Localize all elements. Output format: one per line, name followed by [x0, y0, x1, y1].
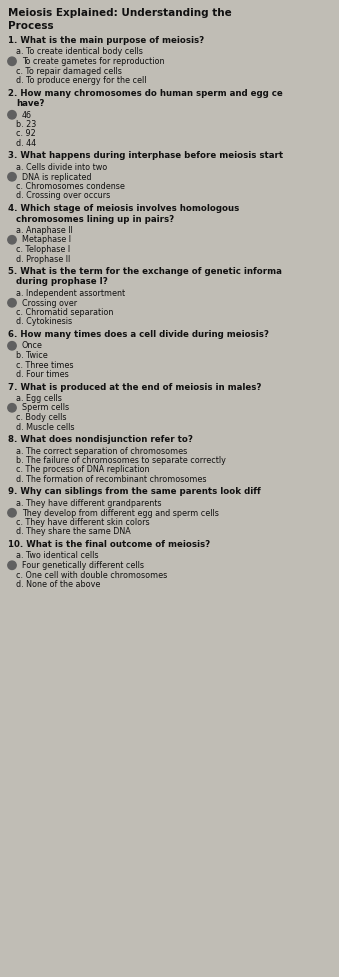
Text: a. Anaphase II: a. Anaphase II: [16, 226, 73, 235]
Text: 4. Which stage of meiosis involves homologous: 4. Which stage of meiosis involves homol…: [8, 204, 239, 213]
Circle shape: [8, 110, 16, 119]
Text: 3. What happens during interphase before meiosis start: 3. What happens during interphase before…: [8, 151, 283, 160]
Circle shape: [8, 404, 16, 412]
Text: d. Prophase II: d. Prophase II: [16, 254, 70, 264]
Text: a. To create identical body cells: a. To create identical body cells: [16, 48, 143, 57]
Text: d. Four times: d. Four times: [16, 370, 69, 379]
Text: Crossing over: Crossing over: [22, 299, 77, 308]
Text: c. Chromosomes condense: c. Chromosomes condense: [16, 182, 125, 191]
Text: d. 44: d. 44: [16, 139, 36, 148]
Text: Once: Once: [22, 342, 43, 351]
Circle shape: [8, 235, 16, 244]
Text: Sperm cells: Sperm cells: [22, 404, 69, 412]
Circle shape: [8, 509, 16, 517]
Text: 7. What is produced at the end of meiosis in males?: 7. What is produced at the end of meiosi…: [8, 383, 261, 392]
Text: 5. What is the term for the exchange of genetic informa: 5. What is the term for the exchange of …: [8, 267, 282, 276]
Text: a. They have different grandparents: a. They have different grandparents: [16, 499, 161, 508]
Text: d. None of the above: d. None of the above: [16, 580, 100, 589]
Text: a. Two identical cells: a. Two identical cells: [16, 551, 99, 561]
Text: d. To produce energy for the cell: d. To produce energy for the cell: [16, 76, 146, 85]
Text: 46: 46: [22, 110, 32, 119]
Text: c. The process of DNA replication: c. The process of DNA replication: [16, 465, 149, 475]
Text: b. Twice: b. Twice: [16, 351, 48, 360]
Text: DNA is replicated: DNA is replicated: [22, 173, 92, 182]
Circle shape: [8, 342, 16, 350]
Text: c. To repair damaged cells: c. To repair damaged cells: [16, 66, 122, 75]
Text: Metaphase I: Metaphase I: [22, 235, 71, 244]
Text: To create gametes for reproduction: To create gametes for reproduction: [22, 57, 164, 66]
Text: d. Crossing over occurs: d. Crossing over occurs: [16, 191, 110, 200]
Circle shape: [8, 57, 16, 65]
Text: 1. What is the main purpose of meiosis?: 1. What is the main purpose of meiosis?: [8, 36, 204, 45]
Text: a. Cells divide into two: a. Cells divide into two: [16, 163, 107, 172]
Text: a. Independent assortment: a. Independent assortment: [16, 289, 125, 298]
Text: b. The failure of chromosomes to separate correctly: b. The failure of chromosomes to separat…: [16, 456, 226, 465]
Text: Process: Process: [8, 21, 54, 31]
Circle shape: [8, 173, 16, 181]
Text: a. The correct separation of chromosomes: a. The correct separation of chromosomes: [16, 446, 187, 455]
Text: during prophase I?: during prophase I?: [16, 277, 108, 286]
Text: 8. What does nondisjunction refer to?: 8. What does nondisjunction refer to?: [8, 435, 193, 444]
Circle shape: [8, 299, 16, 307]
Text: d. They share the same DNA: d. They share the same DNA: [16, 528, 131, 536]
Text: b. 23: b. 23: [16, 120, 36, 129]
Text: c. They have different skin colors: c. They have different skin colors: [16, 518, 149, 527]
Text: 10. What is the final outcome of meiosis?: 10. What is the final outcome of meiosis…: [8, 540, 210, 549]
Text: Four genetically different cells: Four genetically different cells: [22, 561, 144, 570]
Text: c. Body cells: c. Body cells: [16, 413, 66, 422]
Text: 6. How many times does a cell divide during meiosis?: 6. How many times does a cell divide dur…: [8, 330, 269, 339]
Text: They develop from different egg and sperm cells: They develop from different egg and sper…: [22, 508, 219, 518]
Text: c. Telophase I: c. Telophase I: [16, 245, 70, 254]
Text: c. Three times: c. Three times: [16, 361, 74, 369]
Text: d. The formation of recombinant chromosomes: d. The formation of recombinant chromoso…: [16, 475, 206, 484]
Text: have?: have?: [16, 99, 44, 108]
Text: c. Chromatid separation: c. Chromatid separation: [16, 308, 113, 317]
Text: chromosomes lining up in pairs?: chromosomes lining up in pairs?: [16, 215, 174, 224]
Circle shape: [8, 561, 16, 570]
Text: 2. How many chromosomes do human sperm and egg ce: 2. How many chromosomes do human sperm a…: [8, 89, 283, 98]
Text: c. One cell with double chromosomes: c. One cell with double chromosomes: [16, 571, 167, 579]
Text: a. Egg cells: a. Egg cells: [16, 394, 62, 403]
Text: d. Muscle cells: d. Muscle cells: [16, 422, 75, 432]
Text: c. 92: c. 92: [16, 130, 36, 139]
Text: d. Cytokinesis: d. Cytokinesis: [16, 318, 72, 326]
Text: 9. Why can siblings from the same parents look diff: 9. Why can siblings from the same parent…: [8, 488, 261, 496]
Text: Meiosis Explained: Understanding the: Meiosis Explained: Understanding the: [8, 8, 232, 18]
